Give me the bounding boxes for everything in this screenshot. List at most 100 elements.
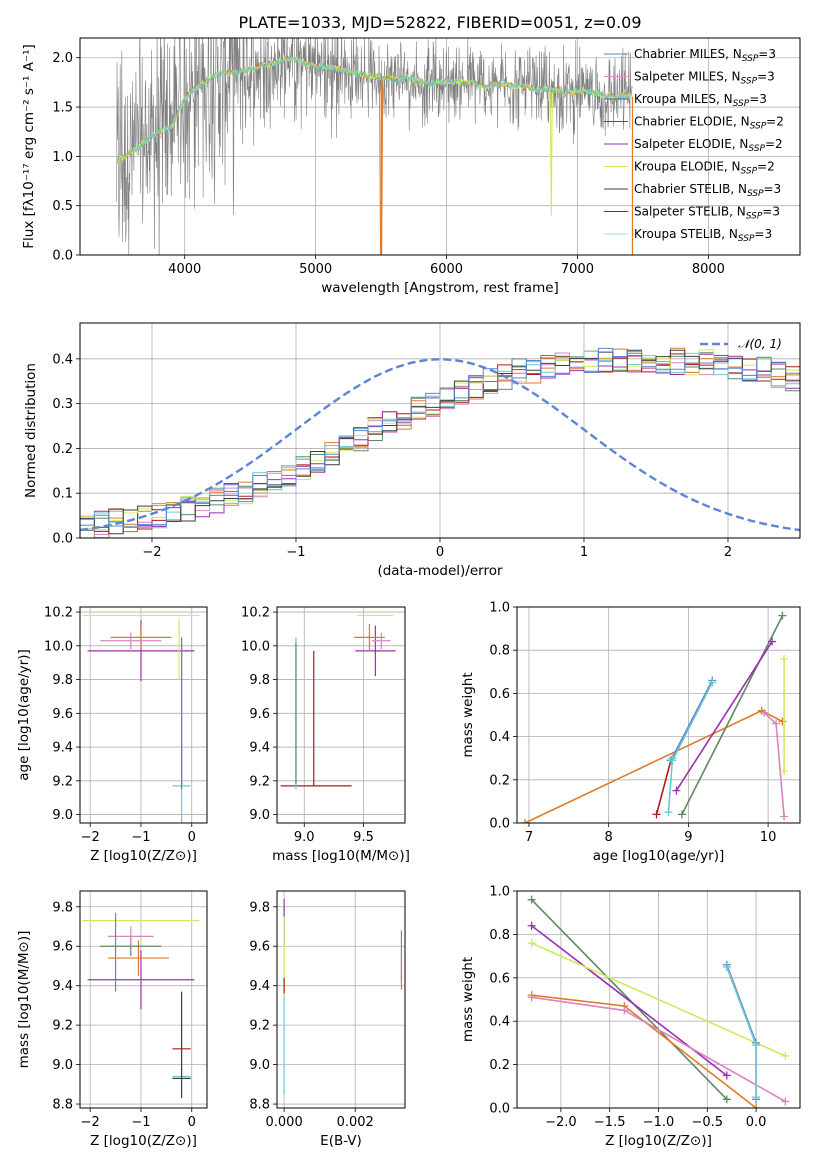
plot-area bbox=[82, 912, 200, 1099]
weight-marker bbox=[722, 1071, 731, 1080]
legend-label-sub: SSP bbox=[746, 212, 763, 222]
legend-label: Chabrier MILES, NSSP=3 bbox=[634, 47, 776, 64]
axes-frame bbox=[79, 322, 801, 539]
legend-label: Kroupa ELODIE, NSSP=2 bbox=[634, 160, 775, 177]
x-tick-label: 8000 bbox=[692, 262, 725, 277]
y-tick-label: 0.0 bbox=[489, 817, 510, 832]
plot-area bbox=[80, 347, 800, 538]
y-tick-label: 10.0 bbox=[241, 639, 270, 654]
x-axis-label: (data-model)/error bbox=[377, 563, 503, 579]
legend-label-sub: SSP bbox=[738, 234, 755, 244]
x-tick-label: −2 bbox=[81, 830, 100, 845]
weight-marker bbox=[778, 717, 787, 726]
y-tick-label: 1.0 bbox=[489, 601, 510, 616]
y-tick-label: 9.4 bbox=[249, 979, 270, 994]
panel-mass-vs-EBV: 0.000 0.002 8.8 9.0 9.2 9.4 9.6 9.8 E(B-V) bbox=[249, 890, 406, 1149]
axes-frame bbox=[516, 890, 801, 1109]
y-tick-label: 9.2 bbox=[249, 1019, 270, 1034]
plot-area bbox=[283, 898, 403, 1095]
errorbar-point bbox=[354, 623, 385, 651]
y-axis-label: Normed distribution bbox=[23, 363, 39, 498]
y-tick-label: 0.1 bbox=[52, 487, 73, 502]
panel-residuals: −2 −1 0 1 2 0.0 0.1 0.2 0.3 0.4 (data-model)/error… bbox=[23, 322, 801, 579]
y-tick-label: 10.2 bbox=[241, 606, 270, 621]
histogram-steps bbox=[80, 349, 800, 538]
y-tick-label: 0.2 bbox=[52, 442, 73, 457]
weight-marker bbox=[760, 708, 769, 717]
weight-marker bbox=[672, 786, 681, 795]
weight-marker bbox=[678, 810, 687, 819]
x-tick-label: 10 bbox=[760, 830, 777, 845]
axes-frame bbox=[276, 606, 406, 824]
x-tick-label: 0.000 bbox=[266, 1115, 303, 1130]
x-axis-label: age [log10(age/yr)] bbox=[593, 848, 725, 864]
legend-label: Chabrier ELODIE, NSSP=2 bbox=[634, 115, 784, 132]
panel-age-vs-Z: −2 −1 0 9.0 9.2 9.4 9.6 9.8 10.0 10.2 Z [log10(Z/Z… bbox=[16, 606, 208, 864]
weight-marker bbox=[527, 895, 536, 904]
weight-marker bbox=[520, 819, 529, 823]
x-tick-label: 5000 bbox=[299, 262, 332, 277]
plot-area bbox=[520, 611, 789, 823]
panel-weight-vs-Z: −2.0 −1.5 −1.0 −0.5 0.0 0.0 0.2 0.4 0.6 0.8 1.0 Z [… bbox=[460, 885, 801, 1149]
y-tick-label: 9.6 bbox=[249, 940, 270, 955]
y-tick-label: 0.6 bbox=[489, 687, 510, 702]
weight-line bbox=[531, 899, 728, 1100]
legend-label-main: Chabrier ELODIE, N bbox=[634, 115, 750, 129]
legend: 𝒩(0, 1) bbox=[700, 337, 782, 351]
weight-line bbox=[524, 709, 783, 823]
weight-marker bbox=[527, 939, 536, 948]
x-tick-label: −0.5 bbox=[692, 1115, 724, 1130]
y-tick-label: 9.2 bbox=[52, 1019, 73, 1034]
y-tick-label: 9.8 bbox=[249, 900, 270, 915]
weight-line bbox=[675, 641, 773, 792]
y-axis-label: mass [log10(M/M⊙)] bbox=[16, 931, 32, 1069]
x-tick-label: −2.0 bbox=[545, 1115, 577, 1130]
y-tick-label: 0.2 bbox=[489, 1058, 510, 1073]
y-tick-label: 9.8 bbox=[249, 673, 270, 688]
weight-line bbox=[681, 615, 784, 815]
weight-marker bbox=[752, 1093, 761, 1102]
x-tick-label: 0 bbox=[188, 1115, 196, 1130]
panel-age-vs-mass: 9.0 9.5 9.0 9.2 9.4 9.6 9.8 10.0 10.2 mass [log10… bbox=[241, 606, 410, 864]
legend-label-main: Kroupa STELIB, N bbox=[634, 227, 738, 241]
legend-label-main: Salpeter ELODIE, N bbox=[634, 137, 748, 151]
legend-label-sub: SSP bbox=[748, 144, 765, 154]
y-tick-label: 0.4 bbox=[489, 730, 510, 745]
x-tick-label: 7 bbox=[525, 830, 533, 845]
legend-label-tail: =3 bbox=[764, 182, 782, 196]
x-tick-label: 4000 bbox=[168, 262, 201, 277]
weight-marker bbox=[752, 1041, 761, 1050]
y-tick-label: 0.8 bbox=[489, 644, 510, 659]
y-tick-label: 9.8 bbox=[52, 673, 73, 688]
weight-marker bbox=[780, 812, 789, 821]
legend-label-sub: SSP bbox=[750, 122, 767, 132]
weight-line bbox=[670, 680, 714, 761]
axes-frame bbox=[516, 606, 801, 824]
legend-label-main: Salpeter STELIB, N bbox=[634, 205, 746, 219]
axes-frame bbox=[276, 890, 406, 1109]
y-tick-label: 9.4 bbox=[52, 741, 73, 756]
y-tick-label: 9.4 bbox=[249, 741, 270, 756]
y-tick-label: 1.5 bbox=[52, 101, 73, 116]
y-tick-label: 9.0 bbox=[52, 808, 73, 823]
y-tick-label: 1.0 bbox=[52, 150, 73, 165]
plot-area bbox=[527, 895, 790, 1108]
y-tick-label: 9.0 bbox=[249, 1058, 270, 1073]
x-axis-label: Z [log10(Z/Z⊙)] bbox=[90, 1133, 197, 1149]
panel-spectrum: 4000 5000 6000 7000 8000 0.0 0.5 1.0 1.5 2.0 wavel… bbox=[21, 37, 801, 296]
y-tick-label: 8.8 bbox=[52, 1098, 73, 1113]
legend-label-tail: =3 bbox=[758, 47, 776, 61]
x-axis-label: wavelength [Angstrom, rest frame] bbox=[321, 280, 559, 296]
x-tick-label: 9.5 bbox=[353, 830, 374, 845]
weight-marker bbox=[781, 1097, 790, 1106]
x-axis-label: Z [log10(Z/Z⊙)] bbox=[90, 848, 197, 864]
legend-label: 𝒩(0, 1) bbox=[738, 337, 782, 351]
histogram-steps bbox=[80, 350, 800, 538]
histogram-steps bbox=[80, 347, 800, 538]
x-tick-label: 0.002 bbox=[337, 1115, 374, 1130]
legend-label-sub: SSP bbox=[747, 189, 764, 199]
histogram-steps bbox=[80, 353, 800, 538]
y-axis-label: mass weight bbox=[460, 672, 476, 757]
figure-title: PLATE=1033, MJD=52822, FIBERID=0051, z=0… bbox=[238, 13, 641, 32]
weight-marker bbox=[527, 993, 536, 1002]
